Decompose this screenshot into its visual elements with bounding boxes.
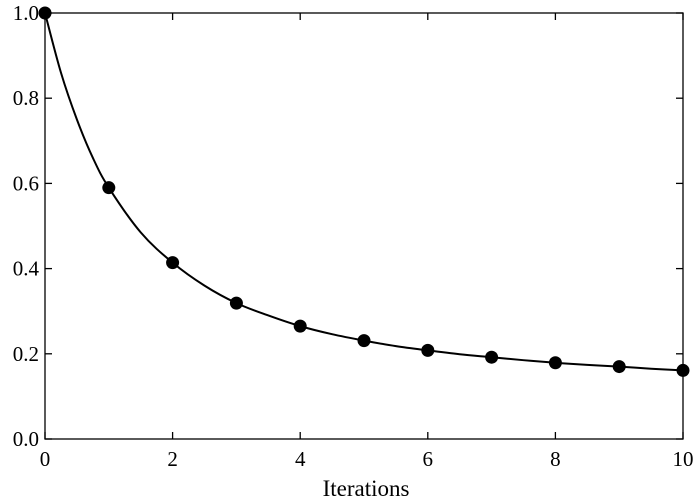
data-point (357, 334, 371, 348)
data-point (38, 6, 52, 20)
x-axis-title: Iterations (323, 476, 410, 501)
x-tick-label: 8 (550, 447, 561, 471)
y-tick-label: 0.2 (13, 342, 39, 366)
data-point (676, 363, 690, 377)
data-point (166, 256, 180, 270)
y-tick-label: 1.0 (13, 1, 39, 25)
y-tick-label: 0.8 (13, 86, 39, 110)
data-point (229, 296, 243, 310)
data-point (102, 181, 116, 195)
x-tick-label: 0 (40, 447, 51, 471)
data-point (293, 319, 307, 333)
data-point (485, 350, 499, 364)
plot-frame (44, 12, 684, 440)
y-tick-label: 0.6 (13, 171, 39, 195)
data-point (548, 356, 562, 370)
data-point (421, 343, 435, 357)
data-point (612, 360, 626, 374)
plot-area: 0 2 4 6 8 10 0.0 0.2 0.4 0.6 0.8 1.0 (13, 1, 694, 471)
x-tick-label: 2 (167, 447, 178, 471)
y-tick-label: 0.0 (13, 427, 39, 451)
fit-curve (44, 12, 684, 372)
x-tick-label: 10 (673, 447, 694, 471)
x-tick-label: 6 (423, 447, 434, 471)
y-tick-label: 0.4 (13, 257, 40, 281)
x-tick-label: 4 (295, 447, 306, 471)
